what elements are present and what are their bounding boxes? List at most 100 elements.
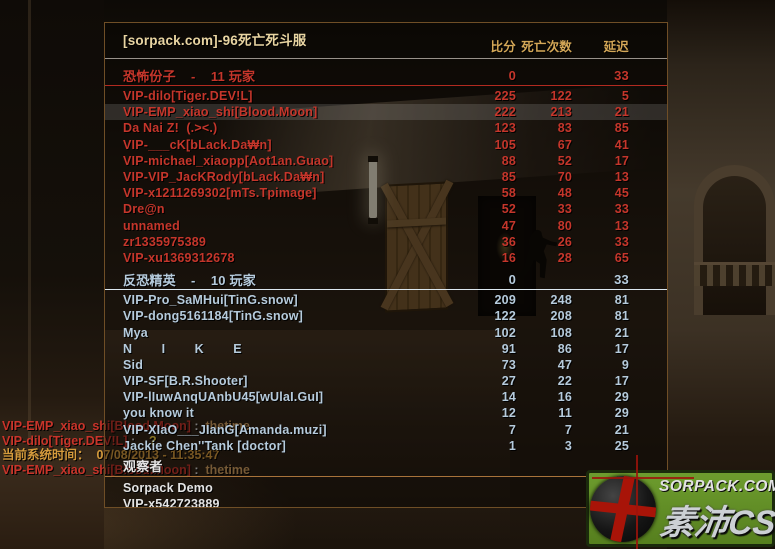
server-name: [sorpack.com]-96死亡死斗服	[123, 33, 307, 48]
player-ping: 21	[614, 422, 629, 437]
ct-section: 反恐精英 - 10 玩家 0 33 VIP-Pro_SaMHui[TinG.sn…	[105, 272, 667, 454]
player-score: 16	[501, 250, 516, 265]
player-deaths: 80	[557, 218, 572, 233]
player-ping: 33	[614, 234, 629, 249]
player-row: VIP-SF[B.R.Shooter] 27 22 17	[105, 373, 667, 389]
player-ping: 33	[614, 202, 629, 217]
chat-line: VIP-EMP_xiao_shi[Blood.Moon] : thetime	[2, 419, 250, 434]
left-wall	[0, 0, 104, 549]
player-name: VIP-x1211269302[mTs.Tpimage]	[123, 186, 317, 201]
player-name: VIP-xu1369312678	[123, 250, 235, 265]
terrorist-team-header: 恐怖份子 - 11 玩家 0 33	[105, 68, 667, 84]
player-name: Jackie Chen''Tank [doctor]	[123, 438, 287, 453]
sorpack-ball-icon	[590, 476, 656, 542]
team-ping: 33	[614, 68, 629, 83]
player-name: VIP-___cK[bLack.Da₩n]	[123, 137, 272, 152]
sorpack-watermark: SORPACK.COM 素沛CS	[586, 470, 775, 547]
player-name: Dre@n	[123, 202, 165, 217]
header-divider	[105, 58, 667, 59]
player-row: N I K E 91 86 17	[105, 341, 667, 357]
scoreboard-header: [sorpack.com]-96死亡死斗服 比分 死亡次数 延迟	[105, 29, 667, 55]
team-score: 0	[508, 68, 516, 83]
ct-divider	[105, 289, 667, 291]
player-name: zr1335975389	[123, 234, 207, 249]
player-score: 105	[494, 137, 516, 152]
player-ping: 29	[614, 406, 629, 421]
chat-line: 当前系统时间： 07/08/2013 - 11:35:47	[2, 448, 250, 463]
player-deaths: 70	[557, 170, 572, 185]
player-score: 47	[501, 218, 516, 233]
player-name: VIP-michael_xiaopp[Aot1an.Guao]	[123, 153, 334, 168]
chat-segment: 当前系统时间： 07/08/2013 - 11:35:47	[2, 448, 220, 462]
chat-line: VIP-EMP_xiao_shi[Blood.Moon] : thetime	[2, 463, 250, 478]
player-score: 36	[501, 234, 516, 249]
player-ping: 17	[614, 341, 629, 356]
team-score: 0	[508, 272, 516, 288]
player-deaths: 208	[550, 309, 572, 324]
player-name: Da Nai Z! (.><.)	[123, 121, 218, 136]
player-ping: 29	[614, 390, 629, 405]
player-score: 73	[501, 357, 516, 372]
column-header-deaths: 死亡次数	[521, 40, 572, 54]
player-row: VIP-Pro_SaMHui[TinG.snow] 209 248 81	[105, 292, 667, 308]
player-score: 122	[494, 309, 516, 324]
chat-segment: ?	[149, 433, 157, 448]
player-score: 85	[501, 170, 516, 185]
spectator-section: 观察者 Sorpack Demo VIP-x542723889	[105, 458, 667, 507]
player-deaths: 7	[564, 422, 572, 437]
chat-segment: thetime	[205, 419, 250, 433]
player-score: 7	[508, 422, 516, 437]
ct-team-header: 反恐精英 - 10 玩家 0 33	[105, 272, 667, 288]
player-deaths: 67	[557, 137, 572, 152]
player-score: 222	[494, 105, 516, 120]
crosshair-icon	[636, 455, 638, 549]
player-silhouette	[518, 229, 558, 280]
player-ping: 65	[614, 250, 629, 265]
spectator-list: Sorpack Demo VIP-x542723889	[105, 480, 667, 507]
player-deaths: 108	[550, 325, 572, 340]
player-name: VIP-SF[B.R.Shooter]	[123, 374, 248, 389]
player-ping: 17	[614, 374, 629, 389]
ct-player-list: VIP-Pro_SaMHui[TinG.snow] 209 248 81 VIP-don…	[105, 292, 667, 454]
player-deaths: 122	[550, 89, 572, 104]
player-name: Mya	[123, 325, 148, 340]
player-row: Sorpack Demo	[105, 480, 667, 496]
terrorist-player-list: VIP-dilo[Tiger.DEV!L] 225 122 5 VIP-EMP_xiao…	[105, 88, 667, 266]
player-row: Sid 73 47 9	[105, 357, 667, 373]
player-name: Sorpack Demo	[123, 480, 213, 495]
player-ping: 17	[614, 153, 629, 168]
player-score: 27	[501, 374, 516, 389]
team-label: 恐怖份子 - 11 玩家	[123, 69, 256, 84]
team-ping: 33	[614, 272, 629, 288]
player-deaths: 16	[557, 390, 572, 405]
player-name: you know it	[123, 406, 194, 421]
player-ping: 41	[614, 137, 629, 152]
player-row: VIP-michael_xiaopp[Aot1an.Guao] 88 52 17	[105, 153, 667, 169]
player-deaths: 48	[557, 186, 572, 201]
player-name: VIP-EMP_xiao_shi[Blood.Moon]	[123, 105, 318, 120]
light-cap	[368, 156, 378, 162]
balustrade	[694, 262, 775, 286]
player-row: VIP-XIaO___JIanG[Amanda.muzi] 7 7 21	[105, 422, 667, 438]
player-deaths: 248	[550, 293, 572, 308]
chat-line: VIP-dilo[Tiger.DEV!L] : ?	[2, 434, 250, 449]
player-name: Sid	[123, 357, 144, 372]
player-ping: 81	[614, 309, 629, 324]
player-score: 88	[501, 153, 516, 168]
chat-segment: VIP-dilo[Tiger.DEV!L]	[2, 433, 128, 448]
player-row: VIP-___cK[bLack.Da₩n] 105 67 41	[105, 137, 667, 153]
player-row: VIP-x1211269302[mTs.Tpimage] 58 48 45	[105, 185, 667, 201]
player-deaths: 52	[557, 153, 572, 168]
player-row: Jackie Chen''Tank [doctor] 1 3 25	[105, 438, 667, 454]
player-row: you know it 12 11 29	[105, 405, 667, 421]
player-name: VIP-XIaO___JIanG[Amanda.muzi]	[123, 422, 327, 437]
column-header-ping: 延迟	[603, 40, 629, 54]
crosshair-icon	[592, 477, 694, 479]
fluorescent-light	[369, 158, 377, 218]
tunnel-floor	[90, 330, 510, 549]
player-score: 102	[494, 325, 516, 340]
player-score: 225	[494, 89, 516, 104]
player-score: 91	[501, 341, 516, 356]
